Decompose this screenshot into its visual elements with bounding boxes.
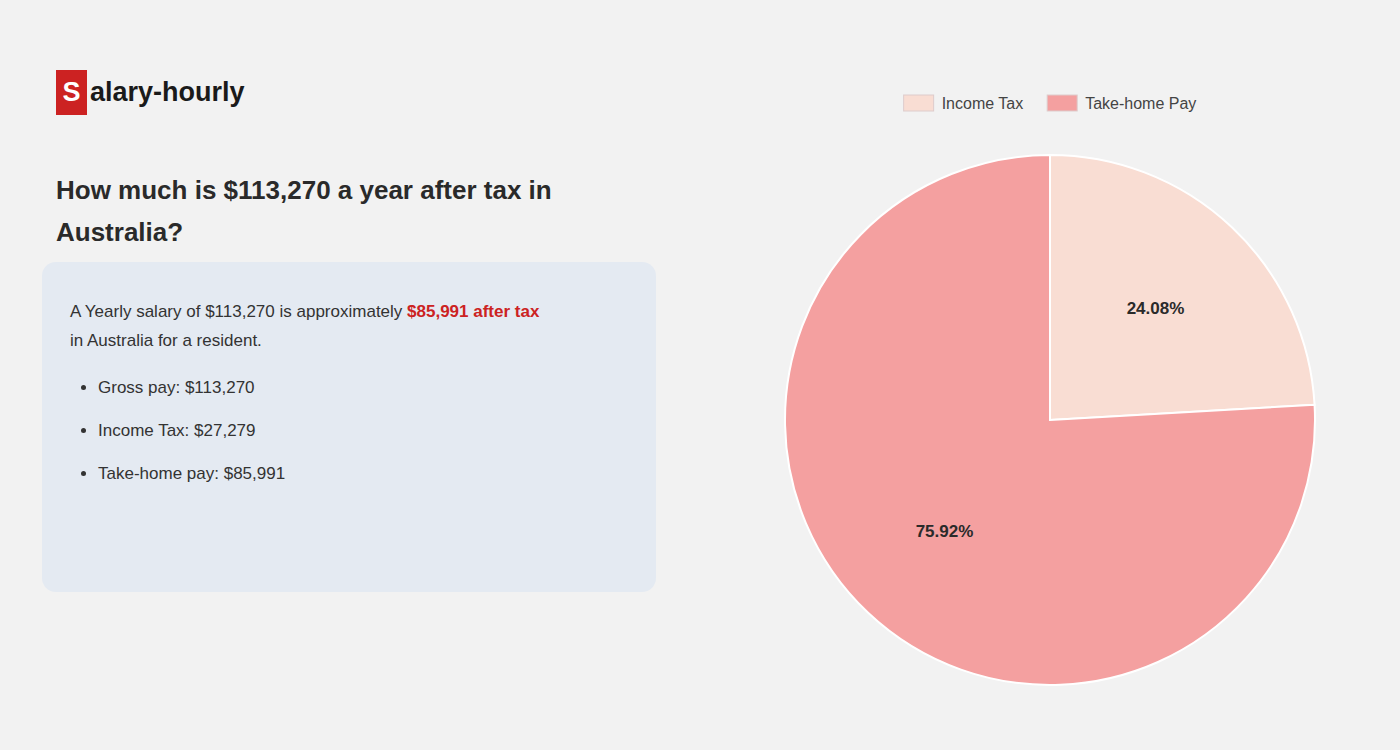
bullet-item: Take-home pay: $85,991 <box>98 460 628 489</box>
info-line: in Australia for a resident. <box>70 327 628 356</box>
pie-slice <box>1050 155 1315 420</box>
pie-chart: 24.08% 75.92% Income Tax Take-home Pay <box>700 0 1400 750</box>
legend-label: Income Tax <box>942 95 1024 112</box>
legend-swatch <box>1047 95 1077 111</box>
bullet-item: Income Tax: $27,279 <box>98 417 628 446</box>
info-highlight: $85,991 after tax <box>407 302 539 321</box>
slices <box>785 155 1315 685</box>
info-text: A Yearly salary of $113,270 is approxima… <box>70 302 407 321</box>
data-labels: 24.08% 75.92% <box>916 299 1185 542</box>
info-box: A Yearly salary of $113,270 is approxima… <box>42 262 656 592</box>
pie-slice <box>785 155 1315 685</box>
title: How much is $113,270 a year after tax in… <box>56 170 656 253</box>
data-label: 75.92% <box>916 522 974 541</box>
legend-swatch <box>904 95 934 111</box>
text-panel: Salary-hourly How much is $113,270 a year… <box>0 0 700 750</box>
data-label: 24.08% <box>1127 299 1185 318</box>
logo-text: alary-hourly <box>90 77 245 108</box>
legend-item: Take-home Pay <box>1047 95 1196 112</box>
legend: Income Tax Take-home Pay <box>904 95 1197 112</box>
chart-panel: 24.08% 75.92% Income Tax Take-home Pay <box>700 0 1400 750</box>
bullet-list: Gross pay: $113,270 Income Tax: $27,279 Ta… <box>70 374 628 489</box>
info-line: A Yearly salary of $113,270 is approxima… <box>70 298 628 327</box>
logo: Salary-hourly <box>56 70 245 115</box>
bullet-item: Gross pay: $113,270 <box>98 374 628 403</box>
legend-item: Income Tax <box>904 95 1024 112</box>
logo-mark: S <box>56 70 87 115</box>
legend-label: Take-home Pay <box>1085 95 1196 112</box>
